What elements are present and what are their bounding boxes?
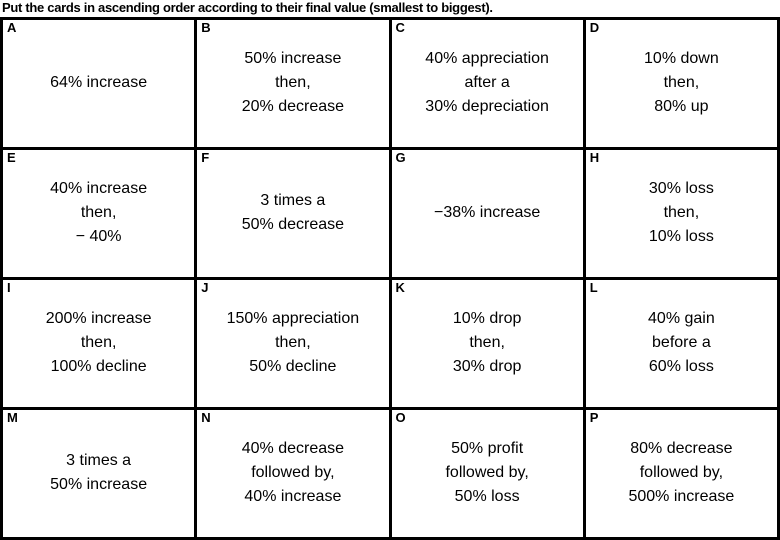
card-text-line: 50% increase bbox=[50, 475, 148, 493]
card-letter-label: H bbox=[589, 150, 600, 165]
card-text-line: 3 times a bbox=[260, 191, 326, 209]
card-text: 40% increase then, − 40% bbox=[50, 177, 147, 249]
card-letter-label: M bbox=[7, 410, 18, 425]
card-o[interactable]: O 50% profit followed by, 50% loss bbox=[391, 410, 583, 537]
card-text-line: then, bbox=[469, 333, 505, 351]
card-text-line: 200% increase bbox=[45, 309, 152, 327]
card-letter-label: A bbox=[7, 20, 17, 35]
card-text-line: 150% appreciation bbox=[226, 309, 360, 327]
card-letter-label: D bbox=[589, 20, 600, 35]
card-text-line: 40% increase bbox=[244, 487, 342, 505]
card-text: 3 times a 50% decrease bbox=[242, 189, 344, 237]
card-text-line: 80% decrease bbox=[630, 439, 733, 457]
card-text-line: 30% drop bbox=[452, 357, 522, 375]
card-d[interactable]: D 10% down then, 80% up bbox=[585, 20, 777, 147]
card-letter-label: I bbox=[7, 280, 11, 295]
card-text-line: 500% increase bbox=[628, 487, 735, 505]
card-g[interactable]: G −38% increase bbox=[391, 150, 583, 277]
card-l[interactable]: L 40% gain before a 60% loss bbox=[585, 280, 777, 407]
card-b[interactable]: B 50% increase then, 20% decrease bbox=[197, 20, 389, 147]
card-text-line: 50% decline bbox=[249, 357, 337, 375]
card-text-line: 50% loss bbox=[454, 487, 520, 505]
card-letter-label: P bbox=[589, 410, 599, 425]
card-text-line: 80% up bbox=[654, 97, 709, 115]
card-n[interactable]: N 40% decrease followed by, 40% increase bbox=[197, 410, 389, 537]
card-text-line: after a bbox=[464, 73, 510, 91]
card-text-line: 50% profit bbox=[451, 439, 524, 457]
card-text-line: 40% appreciation bbox=[425, 49, 549, 67]
card-text-line: 100% decline bbox=[50, 357, 147, 375]
card-text-line: followed by, bbox=[639, 463, 724, 481]
card-text-line: 30% depreciation bbox=[425, 97, 549, 115]
card-text-line: 50% decrease bbox=[241, 215, 345, 233]
card-text: 30% loss then, 10% loss bbox=[649, 177, 714, 249]
card-letter-label: B bbox=[201, 20, 211, 35]
card-text-line: 10% loss bbox=[648, 227, 714, 245]
card-text-line: then, bbox=[663, 203, 700, 221]
card-p[interactable]: P 80% decrease followed by, 500% increase bbox=[585, 410, 777, 537]
card-text-line: 10% down bbox=[644, 49, 719, 67]
card-text-line: then, bbox=[80, 203, 117, 221]
instruction-title: Put the cards in ascending order accordi… bbox=[2, 0, 493, 15]
card-letter-label: L bbox=[589, 280, 598, 295]
card-k[interactable]: K 10% drop then, 30% drop bbox=[391, 280, 583, 407]
card-letter-label: N bbox=[201, 410, 211, 425]
card-a[interactable]: A 64% increase bbox=[3, 20, 195, 147]
card-text-line: before a bbox=[652, 333, 711, 351]
card-text-line: followed by, bbox=[445, 463, 529, 481]
card-text-line: − 40% bbox=[75, 227, 122, 245]
card-c[interactable]: C 40% appreciation after a 30% depreciation bbox=[391, 20, 583, 147]
card-text: 40% decrease followed by, 40% increase bbox=[242, 437, 344, 509]
card-text-line: then, bbox=[80, 333, 117, 351]
card-text: 40% appreciation after a 30% depreciation bbox=[425, 47, 549, 119]
card-text: −38% increase bbox=[434, 201, 540, 225]
card-text-line: then, bbox=[275, 333, 311, 351]
card-text-line: 30% loss bbox=[648, 179, 714, 197]
card-text: 50% profit followed by, 50% loss bbox=[445, 437, 528, 509]
card-text-line: 40% increase bbox=[50, 179, 148, 197]
card-j[interactable]: J 150% appreciation then, 50% decline bbox=[197, 280, 389, 407]
card-letter-label: E bbox=[7, 150, 16, 165]
card-f[interactable]: F 3 times a 50% decrease bbox=[197, 150, 389, 277]
card-text-line: 20% decrease bbox=[241, 97, 345, 115]
card-text: 3 times a 50% increase bbox=[50, 449, 147, 497]
card-letter-label: O bbox=[395, 410, 406, 425]
card-letter-label: C bbox=[395, 20, 405, 35]
card-text: 50% increase then, 20% decrease bbox=[242, 47, 344, 119]
card-text: 64% increase bbox=[50, 71, 147, 95]
card-e[interactable]: E 40% increase then, − 40% bbox=[3, 150, 195, 277]
card-text: 200% increase then, 100% decline bbox=[46, 307, 152, 379]
card-text-line: 10% drop bbox=[452, 309, 522, 327]
card-text-line: 3 times a bbox=[66, 451, 132, 469]
card-h[interactable]: H 30% loss then, 10% loss bbox=[585, 150, 777, 277]
card-text: 40% gain before a 60% loss bbox=[648, 307, 715, 379]
card-i[interactable]: I 200% increase then, 100% decline bbox=[3, 280, 195, 407]
card-text: 150% appreciation then, 50% decline bbox=[227, 307, 360, 379]
card-letter-label: G bbox=[395, 150, 406, 165]
card-letter-label: J bbox=[201, 280, 209, 295]
card-text-line: 40% decrease bbox=[241, 439, 345, 457]
card-text: 10% down then, 80% up bbox=[644, 47, 719, 119]
card-text-line: then, bbox=[275, 73, 311, 91]
cards-grid: A 64% increase B 50% increase then, 20% decre… bbox=[0, 17, 780, 540]
card-text: 10% drop then, 30% drop bbox=[453, 307, 522, 379]
card-m[interactable]: M 3 times a 50% increase bbox=[3, 410, 195, 537]
card-text-line: followed by, bbox=[251, 463, 335, 481]
card-letter-label: F bbox=[201, 150, 210, 165]
card-text-line: 40% gain bbox=[648, 309, 715, 327]
card-text-line: 64% increase bbox=[50, 73, 148, 91]
card-text-line: 50% increase bbox=[244, 49, 342, 67]
card-text-line: −38% increase bbox=[433, 203, 541, 221]
card-text: 80% decrease followed by, 500% increase bbox=[628, 437, 734, 509]
card-text-line: 60% loss bbox=[648, 357, 714, 375]
card-letter-label: K bbox=[395, 280, 405, 295]
card-text-line: then, bbox=[663, 73, 700, 91]
